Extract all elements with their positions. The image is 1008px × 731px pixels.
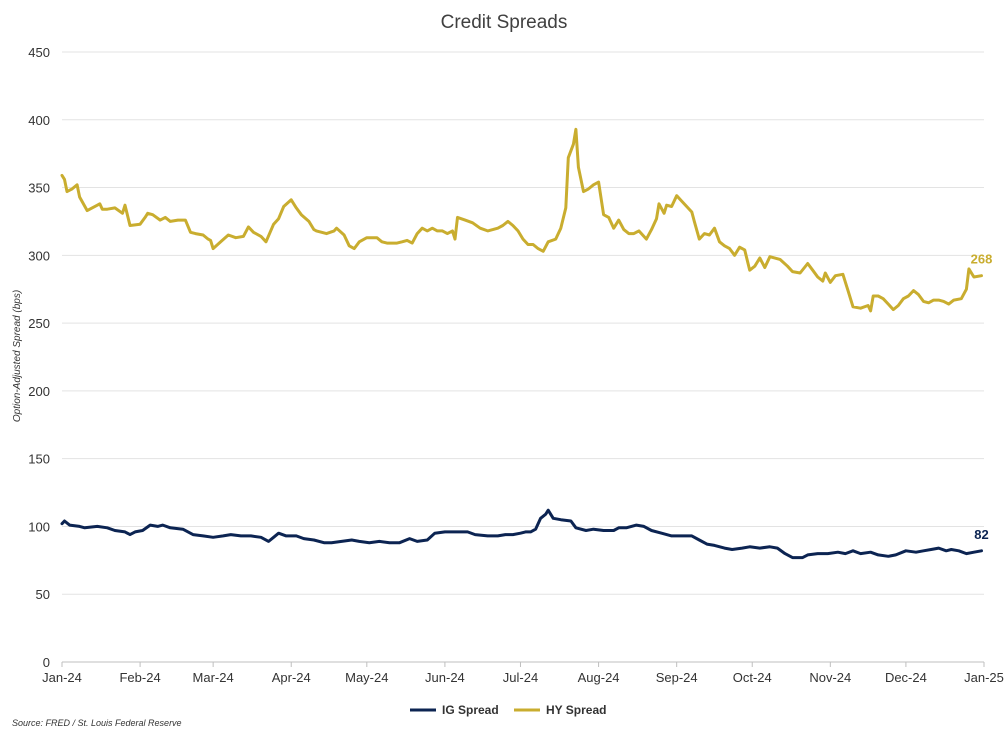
x-tick-label: Jan-24 <box>42 670 82 685</box>
y-tick-label: 450 <box>28 45 50 60</box>
ig-end-label: 82 <box>974 527 988 542</box>
legend-label-hy: HY Spread <box>546 703 606 717</box>
y-tick-label: 200 <box>28 384 50 399</box>
legend-label-ig: IG Spread <box>442 703 499 717</box>
axes: 0 50 100 150 200 250 300 350 400 450 Jan-24 Feb-24 M… <box>28 45 1004 685</box>
x-tick-label: May-24 <box>345 670 388 685</box>
hy-spread-line <box>60 127 983 313</box>
y-axis-title: Option-Adjusted Spread (bps) <box>12 290 23 422</box>
gridlines <box>62 51 984 663</box>
hy-end-label: 268 <box>971 252 993 267</box>
chart-title: Credit Spreads <box>441 12 568 33</box>
x-tick-label: Dec-24 <box>885 670 927 685</box>
series-lines <box>60 127 983 560</box>
x-tick-label: Nov-24 <box>809 670 851 685</box>
x-tick-label: Jul-24 <box>503 670 538 685</box>
y-tick-label: 350 <box>28 181 50 196</box>
x-tick-label: Sep-24 <box>656 670 698 685</box>
x-tick-label: Jan-25 <box>964 670 1004 685</box>
y-tick-label: 150 <box>28 452 50 467</box>
x-tick-label: Aug-24 <box>578 670 620 685</box>
source-note: Source: FRED / St. Louis Federal Reserve <box>12 718 182 728</box>
x-tick-label: Apr-24 <box>272 670 311 685</box>
y-tick-label: 250 <box>28 316 50 331</box>
x-tick-label: Feb-24 <box>119 670 160 685</box>
legend: IG Spread HY Spread <box>410 703 606 717</box>
x-tick-label: Oct-24 <box>733 670 772 685</box>
y-tick-label: 100 <box>28 519 50 534</box>
end-labels: 82 268 <box>971 252 993 542</box>
y-tick-label: 300 <box>28 248 50 263</box>
x-tick-label: Jun-24 <box>425 670 465 685</box>
x-tick-label: Mar-24 <box>193 670 234 685</box>
ig-spread-line <box>60 508 983 560</box>
y-tick-label: 0 <box>43 655 50 670</box>
y-tick-label: 400 <box>28 113 50 128</box>
y-tick-label: 50 <box>36 587 50 602</box>
